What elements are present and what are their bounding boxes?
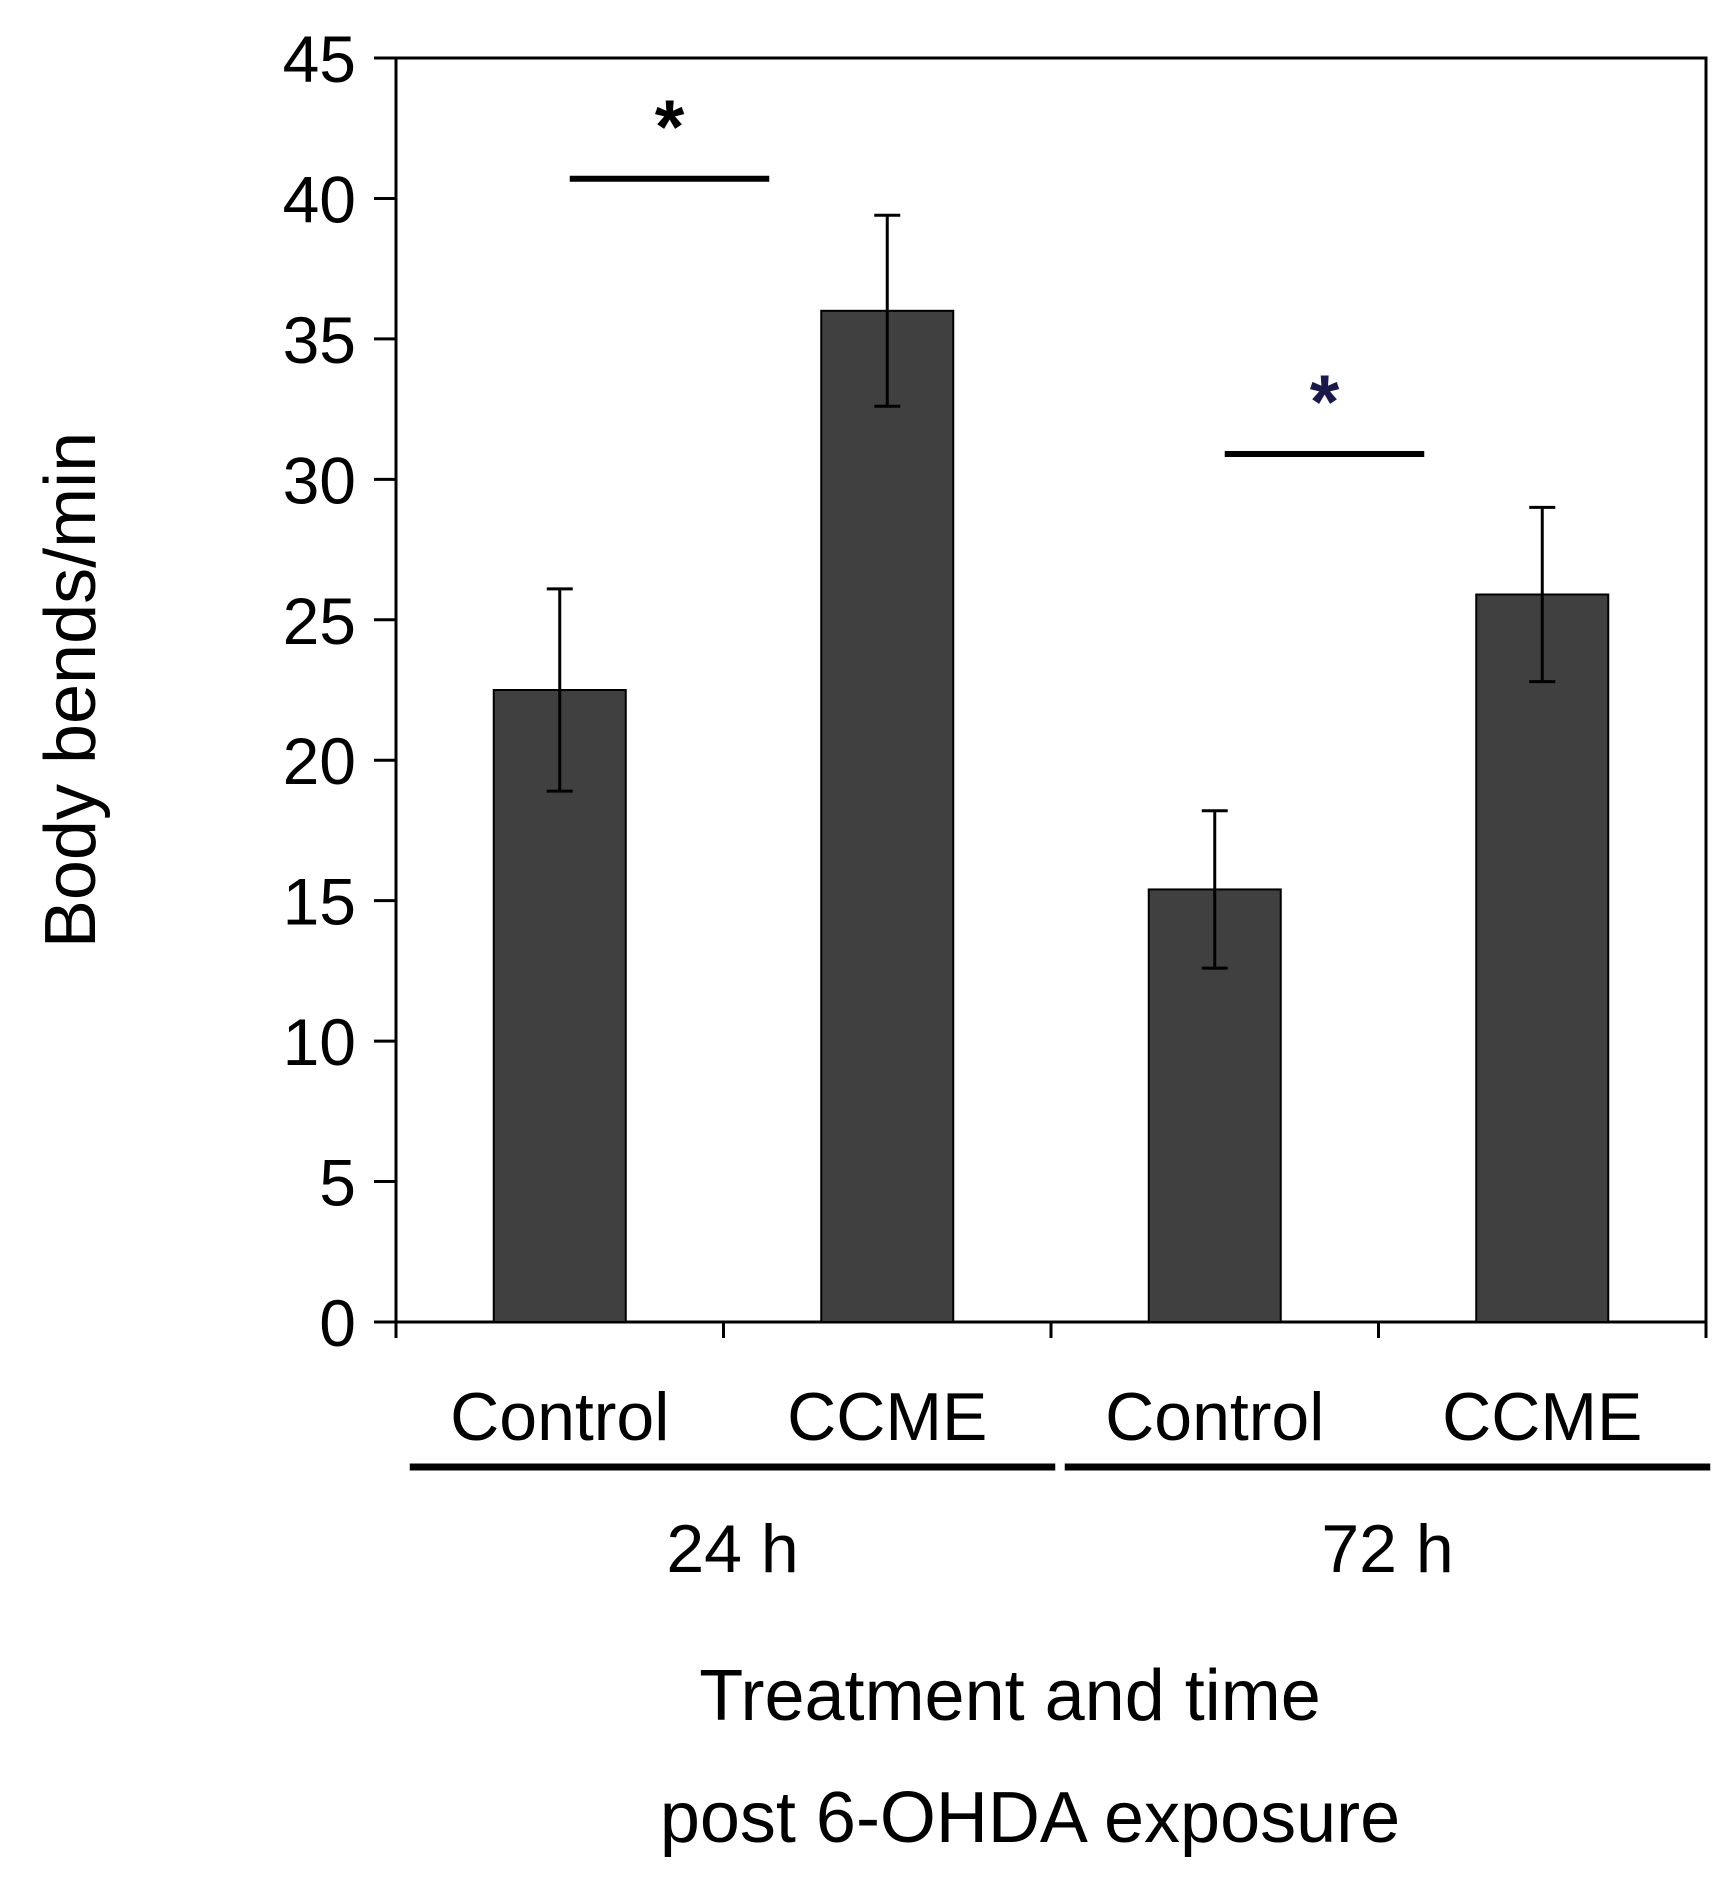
y-tick-label: 15 [283, 865, 356, 939]
category-label: Control [1105, 1379, 1324, 1455]
category-label: CCME [1442, 1379, 1642, 1455]
x-axis-title-line-2: post 6-OHDA exposure [660, 1778, 1400, 1858]
y-tick-label: 40 [283, 162, 356, 236]
x-axis [394, 1322, 1708, 1338]
significance-star: * [1310, 360, 1340, 445]
significance-markers: ** [569, 85, 1425, 458]
bars [492, 309, 1610, 1323]
category-label: Control [450, 1379, 669, 1455]
y-axis-title: Body bends/min [31, 432, 111, 948]
y-tick-label: 35 [283, 303, 356, 377]
y-tick-label: 10 [283, 1005, 356, 1079]
y-axis: 0 5 10 15 20 25 30 35 40 45 [283, 22, 396, 1360]
category-label: CCME [787, 1379, 987, 1455]
y-tick-label: 30 [283, 443, 356, 517]
category-labels: Control CCME Control CCME 24 h 72 h [409, 1379, 1711, 1587]
bar [820, 309, 955, 1323]
y-tick-label: 45 [283, 22, 356, 96]
significance-star: * [655, 85, 685, 170]
group-label: 24 h [666, 1511, 798, 1587]
bar [492, 689, 627, 1323]
x-axis-title-line-1: Treatment and time [699, 1656, 1321, 1736]
y-tick-label: 5 [319, 1146, 356, 1220]
y-tick-label: 25 [283, 584, 356, 658]
error-bars [546, 213, 1556, 970]
y-tick-label: 0 [319, 1286, 356, 1360]
y-tick-label: 20 [283, 724, 356, 798]
bar [1475, 593, 1610, 1323]
group-label: 72 h [1321, 1511, 1453, 1587]
